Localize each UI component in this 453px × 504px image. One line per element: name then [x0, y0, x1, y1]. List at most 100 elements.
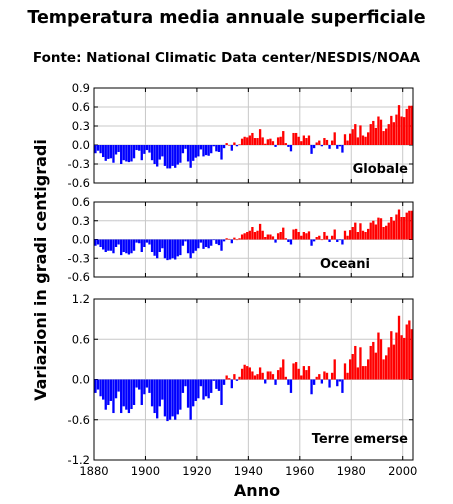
- bar: [179, 239, 182, 256]
- bar: [346, 372, 349, 380]
- bar: [163, 379, 167, 417]
- bar: [377, 332, 380, 380]
- bar: [207, 379, 210, 399]
- bar: [220, 145, 223, 160]
- bar: [258, 223, 262, 240]
- bar: [343, 230, 347, 240]
- bar: [96, 379, 100, 390]
- bar: [222, 145, 226, 149]
- bar: [243, 136, 246, 145]
- bar: [171, 145, 174, 166]
- bar: [379, 218, 383, 240]
- bar: [276, 137, 280, 145]
- bar: [210, 145, 213, 154]
- bar: [282, 131, 285, 145]
- bar: [312, 145, 316, 149]
- bar: [199, 379, 203, 387]
- bar: [96, 145, 100, 151]
- bar: [238, 238, 241, 240]
- bar: [336, 145, 339, 149]
- bar: [256, 230, 259, 240]
- bar: [171, 239, 174, 259]
- bar: [354, 345, 357, 380]
- chart-panel-2: 1.2 0.6 0.0 -0.6 -1.2 Terre emerse 1880 1900 192…: [68, 292, 418, 478]
- bar: [210, 239, 213, 246]
- bar: [307, 366, 311, 380]
- chart-title: Temperatura media annuale superficiale: [27, 8, 426, 28]
- bar: [284, 376, 287, 380]
- bar: [194, 239, 197, 251]
- bar: [99, 379, 102, 397]
- bar: [274, 145, 277, 147]
- bar: [156, 379, 159, 419]
- bar: [258, 129, 262, 145]
- bar: [341, 239, 344, 245]
- bar: [361, 135, 365, 145]
- y-tick-label: -0.6: [68, 176, 90, 190]
- bar: [305, 138, 308, 145]
- bar: [107, 239, 110, 251]
- bar: [312, 379, 316, 385]
- bar: [143, 145, 146, 154]
- bar: [107, 379, 110, 405]
- bar: [330, 140, 334, 145]
- bar: [199, 239, 203, 243]
- bar: [179, 379, 182, 410]
- bar: [261, 372, 264, 380]
- bar: [287, 239, 290, 242]
- bar: [233, 374, 236, 380]
- bar: [228, 145, 231, 146]
- bar: [112, 379, 115, 414]
- y-tick-label: -0.6: [68, 270, 90, 284]
- y-tick-label: 0.3: [72, 119, 90, 133]
- bar: [266, 139, 269, 145]
- bar: [282, 359, 285, 380]
- bar: [189, 239, 192, 259]
- bar: [94, 239, 97, 246]
- bar: [102, 379, 105, 400]
- bar: [282, 227, 285, 240]
- bar: [276, 370, 280, 380]
- bar: [248, 230, 251, 240]
- bar: [300, 141, 303, 145]
- bar: [264, 237, 267, 240]
- bar: [328, 239, 331, 242]
- y-axis-title: Variazioni in gradi centigradi: [31, 139, 50, 401]
- bar: [204, 379, 208, 397]
- bar: [392, 122, 396, 145]
- bar: [256, 138, 259, 145]
- bar: [300, 235, 303, 240]
- bar: [176, 145, 179, 165]
- bar: [114, 145, 118, 155]
- bar: [400, 335, 403, 380]
- bar: [361, 366, 365, 380]
- bar: [369, 124, 372, 145]
- bar: [158, 239, 161, 252]
- bar: [379, 119, 383, 145]
- bar: [94, 145, 97, 154]
- bar: [341, 145, 344, 153]
- bar: [251, 371, 254, 380]
- bar: [202, 379, 205, 400]
- bar: [130, 239, 133, 254]
- bar: [302, 366, 305, 380]
- bar: [318, 140, 321, 145]
- bar: [359, 223, 362, 240]
- bar: [150, 145, 154, 161]
- bar: [289, 239, 293, 245]
- bar: [372, 120, 375, 145]
- bar: [238, 144, 241, 145]
- bar: [104, 239, 107, 252]
- bar: [403, 337, 406, 380]
- bar: [374, 224, 378, 240]
- bar: [390, 331, 393, 380]
- bar: [395, 214, 398, 240]
- bar: [403, 217, 406, 240]
- bar: [328, 379, 331, 388]
- bar: [135, 379, 138, 388]
- bar: [297, 136, 300, 145]
- bar: [338, 239, 342, 241]
- panel-label: Oceani: [320, 257, 370, 272]
- bar: [130, 145, 133, 162]
